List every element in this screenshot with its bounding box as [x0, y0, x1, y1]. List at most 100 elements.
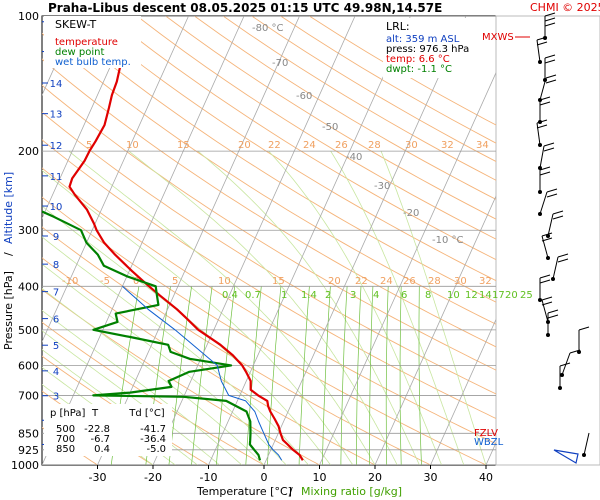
- mixing-ratio-label: 8: [425, 290, 431, 301]
- y-axis-label-pressure: Pressure [hPa]: [2, 271, 15, 350]
- table-header-dewpoint: Td [°C]: [128, 408, 165, 419]
- profile-lines: [42, 16, 304, 461]
- wind-barb-flag: [544, 12, 556, 17]
- wind-barb-dot: [538, 166, 542, 170]
- isotherm: [42, 16, 134, 220]
- mixing-ratio-label: 0: [133, 276, 139, 287]
- altitude-tick-label: 9: [53, 232, 59, 243]
- axis-ticks: 0.4 0.7 1 1.4 2 3 4 6 8 10 12 14 17 20 25-30 -20 -10 0 10 2…: [11, 10, 533, 484]
- x-tick-label: 0: [261, 471, 268, 484]
- y-tick-label: 850: [18, 427, 39, 440]
- mixing-ratio-label: 28: [368, 140, 381, 151]
- wind-barb-flag: [536, 124, 548, 129]
- wind-barb-flag: [578, 326, 590, 331]
- table-cell: -6.7: [90, 434, 110, 445]
- wind-column: [495, 15, 600, 466]
- x-tick-label: 40: [479, 471, 493, 484]
- wind-barb-dot: [543, 78, 547, 82]
- wind-barb-flag: [539, 101, 551, 106]
- wind-barb-flag: [544, 22, 556, 27]
- potential-temp-label: -50: [322, 122, 338, 133]
- lrl-temperature: temp: 6.6 °C: [386, 54, 450, 65]
- wind-barb-flag: [543, 142, 555, 147]
- credit-link[interactable]: CHMI © 2025: [530, 1, 600, 14]
- isotherm: [319, 71, 496, 465]
- mixing-ratio-label: 30: [454, 276, 467, 287]
- altitude-tick-label: 6: [53, 315, 59, 326]
- mxws-marker: MXWS: [482, 32, 514, 43]
- wind-barb-flag: [539, 166, 551, 171]
- wind-barb-dot: [538, 98, 542, 102]
- potential-temp-label: -30: [374, 181, 390, 192]
- altitude-tick-label: 7: [53, 288, 59, 299]
- mixing-ratio-label: -5: [100, 276, 110, 287]
- dry-adiabat: [42, 84, 496, 371]
- wind-barb-flag: [559, 362, 571, 367]
- y-tick-label: 600: [18, 359, 39, 372]
- wind-barbs: [536, 12, 590, 464]
- isotherm: [42, 16, 245, 465]
- lrl-pressure: press: 976.3 hPa: [386, 44, 469, 55]
- y-tick-label: 1000: [11, 459, 39, 472]
- lrl-title: LRL:: [386, 20, 410, 33]
- dry-adiabat: [42, 139, 496, 419]
- table-cell: -41.7: [140, 424, 166, 435]
- mixing-ratio-label: 0.4: [222, 290, 238, 301]
- series-line-temperature: [68, 16, 304, 461]
- wind-barb-flag: [541, 296, 553, 301]
- table-header-temp: T: [91, 408, 99, 419]
- wind-barb-flag: [539, 274, 551, 279]
- mixing-ratio-label: 22: [355, 276, 368, 287]
- mixing-ratio-label: 17: [492, 290, 505, 301]
- wind-barb: [541, 299, 549, 323]
- wind-barb-dot: [558, 386, 562, 390]
- mixing-ratio-label: 20: [505, 290, 518, 301]
- mixing-ratio-label: 2: [325, 290, 331, 301]
- table-cell: 500: [56, 424, 75, 435]
- wind-barb-dot: [582, 453, 586, 457]
- y-tick-label: 200: [18, 145, 39, 158]
- x-axis-label-sep: /: [289, 485, 293, 498]
- potential-temp-label: -20: [403, 208, 419, 219]
- isotherm: [263, 16, 467, 465]
- wind-barb-dot: [538, 143, 542, 147]
- wind-barb-flag: [545, 74, 557, 79]
- wind-barb-flag: [557, 253, 569, 258]
- wind-barb-dot: [546, 256, 550, 260]
- y-tick-label: 500: [18, 324, 39, 337]
- isotherm: [42, 16, 189, 343]
- mixing-ratio-label: -10: [62, 276, 78, 287]
- wind-barb-dot: [538, 190, 542, 194]
- lrl-dewpoint: dwpt: -1.1 °C: [386, 64, 452, 75]
- wind-barb-dot: [577, 350, 581, 354]
- wind-barb: [536, 122, 541, 146]
- mixing-ratio-label: 32: [479, 276, 492, 287]
- mixing-ratio-label: 5: [172, 276, 178, 287]
- table-header-pressure: p [hPa]: [50, 408, 85, 419]
- isotherm: [374, 195, 496, 465]
- isotherm: [42, 16, 78, 96]
- wind-barb-flag: [539, 279, 551, 284]
- dry-adiabat: [194, 16, 496, 200]
- fzlv-marker: FZLV: [474, 428, 498, 439]
- potential-temp-label: -80 °C: [252, 23, 284, 34]
- mixing-ratio-label: 30: [405, 140, 418, 151]
- mixing-ratio-label: 1.4: [301, 290, 317, 301]
- wind-barb-flag: [541, 301, 553, 306]
- wind-barb-dot: [538, 298, 542, 302]
- wind-barb: [536, 39, 541, 63]
- altitude-tick-label: 5: [53, 341, 59, 352]
- table-cell: -36.4: [140, 434, 166, 445]
- altitude-tick-label: 3: [53, 392, 59, 403]
- wind-barb: [552, 256, 559, 280]
- x-tick-label: -30: [89, 471, 107, 484]
- legend-temperature: temperature: [55, 37, 118, 48]
- isotherm: [97, 16, 300, 465]
- dry-adiabat: [165, 16, 496, 220]
- mixing-ratio-label: 28: [428, 276, 441, 287]
- y-tick-label: 300: [18, 224, 39, 237]
- mixing-ratio-label: 14: [479, 290, 492, 301]
- wind-barb: [539, 145, 545, 169]
- mixing-ratio-label: 20: [328, 276, 341, 287]
